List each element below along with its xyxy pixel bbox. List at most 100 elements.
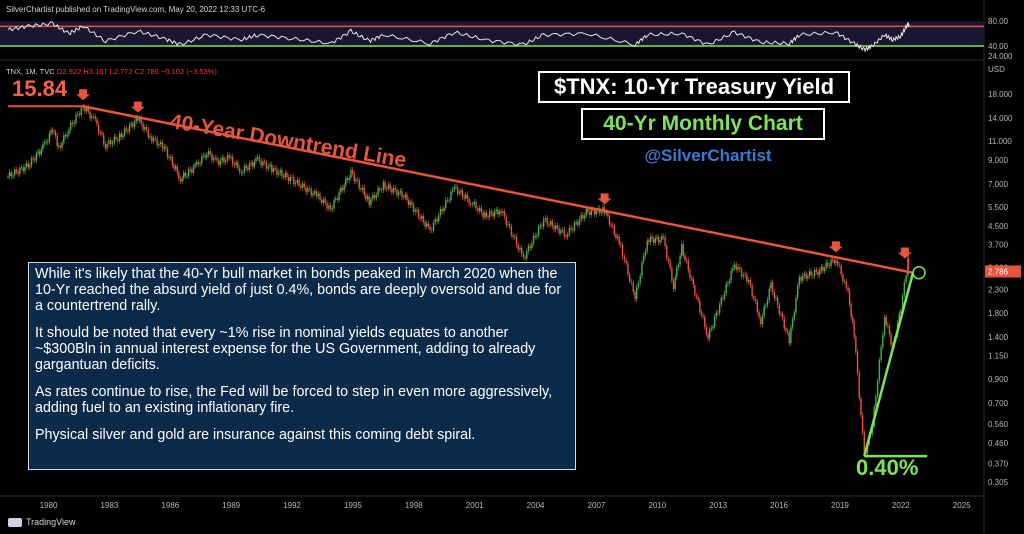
price-candle [71,122,74,125]
price-candle [104,143,107,149]
price-candle [621,244,624,257]
price-candle [331,208,334,210]
price-candle [595,210,597,215]
price-candle [836,260,839,265]
price-candle [539,225,542,227]
price-candle [851,316,854,322]
price-candle [667,258,670,262]
price-candle [903,281,906,296]
price-candle [271,164,273,173]
price-candle [475,202,477,209]
price-candle [643,255,645,262]
price-candle [284,173,287,178]
price-candle [883,317,886,335]
symbol-info: TNX, 1M, TVC O2.922 H3.167 L2.772 C2.786… [6,67,217,76]
price-candle [649,236,652,243]
price-candle [166,148,169,158]
price-candle [907,258,910,269]
price-candle [507,224,509,225]
price-candle [666,246,668,259]
x-tick-label: 1980 [40,501,58,510]
price-candle [192,166,195,173]
price-candle [219,160,222,165]
price-candle [672,280,675,290]
last-price-badge [985,265,1021,278]
price-candle [355,179,357,182]
price-candle [103,134,105,144]
price-candle [813,269,816,276]
price-candle [226,155,229,161]
price-candle [465,194,467,199]
price-candle [384,182,386,189]
price-candle [147,129,150,138]
price-candle [548,224,550,226]
price-candle [840,265,842,275]
price-candle [276,168,278,175]
price-candle [110,140,112,145]
support-uptrend-line [863,272,915,457]
price-candle [37,151,39,154]
downtrend-line [82,105,914,274]
symbol-ohlc: O2.922 H3.167 L2.772 C2.786 −0.102 (−3.5… [56,67,217,76]
price-candle [469,203,472,205]
price-candle [702,315,704,317]
price-candle [694,285,696,296]
price-candle [524,256,526,259]
price-candle [416,209,418,211]
price-candle [737,266,739,270]
price-candle [572,229,574,231]
price-candle [228,155,230,158]
price-candle [326,202,328,209]
y-tick-label: 0.560 [988,420,1009,429]
price-candle [43,142,46,145]
price-candle [692,278,694,286]
price-candle [754,298,757,302]
price-candle [520,248,523,255]
price-candle [317,193,319,197]
price-candle [84,106,86,112]
price-candle [303,183,305,188]
price-candle [187,169,190,176]
price-candle [189,169,191,171]
price-candle [827,262,829,266]
price-candle [725,283,727,293]
price-candle [194,164,196,167]
price-candle [637,283,640,287]
price-candle [812,275,814,277]
price-candle [137,117,139,121]
tradingview-footer[interactable]: TradingView [8,517,76,528]
price-candle [843,281,846,283]
price-candle [773,292,775,299]
price-candle [682,244,685,256]
price-candle [214,157,217,159]
price-candle [781,313,784,319]
price-candle [324,199,327,203]
price-candle [510,226,513,236]
indicator-tick-label: 40.00 [988,42,1009,51]
price-candle [156,138,158,146]
price-candle [59,145,62,148]
price-candle [651,236,653,239]
price-candle [477,208,479,212]
price-candle [783,318,785,329]
price-candle [679,256,681,266]
price-candle [294,182,297,184]
price-candle [553,226,555,230]
price-candle [730,270,732,281]
price-candle [296,179,299,183]
price-candle [498,211,501,215]
price-candle [860,398,862,416]
price-candle [568,227,571,235]
price-candle [373,194,376,198]
price-candle [610,224,612,226]
price-candle [80,107,83,116]
price-candle [335,198,337,200]
price-candle [370,199,372,206]
price-candle [807,276,809,279]
price-candle [130,123,132,125]
price-candle [446,199,449,201]
price-candle [739,266,741,270]
price-candle [788,332,790,344]
x-tick-label: 1998 [405,501,423,510]
price-candle [776,297,779,306]
